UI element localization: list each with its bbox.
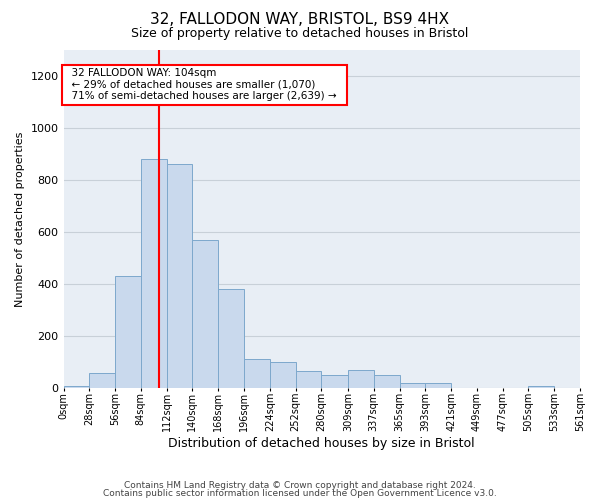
Text: Size of property relative to detached houses in Bristol: Size of property relative to detached ho… (131, 28, 469, 40)
Bar (167, 164, 193, 388)
Bar (529, 386, 554, 388)
Bar (89, 374, 115, 388)
Text: 32, FALLODON WAY, BRISTOL, BS9 4HX: 32, FALLODON WAY, BRISTOL, BS9 4HX (151, 12, 449, 28)
Bar (244, 359, 270, 388)
X-axis label: Distribution of detached houses by size in Bristol: Distribution of detached houses by size … (169, 437, 475, 450)
Bar (193, 240, 218, 388)
Text: Contains public sector information licensed under the Open Government Licence v3: Contains public sector information licen… (103, 488, 497, 498)
Bar (218, 289, 244, 388)
Bar (296, 371, 322, 388)
Text: 32 FALLODON WAY: 104sqm
  ← 29% of detached houses are smaller (1,070)
  71% of : 32 FALLODON WAY: 104sqm ← 29% of detache… (65, 68, 344, 102)
Bar (270, 362, 296, 388)
Y-axis label: Number of detached properties: Number of detached properties (15, 131, 25, 306)
Bar (141, 159, 167, 388)
Bar (425, 382, 451, 388)
Bar (322, 375, 348, 388)
Bar (115, 276, 141, 388)
Bar (64, 386, 89, 388)
Bar (348, 370, 374, 388)
Bar (400, 382, 425, 388)
Bar (374, 375, 400, 388)
Text: Contains HM Land Registry data © Crown copyright and database right 2024.: Contains HM Land Registry data © Crown c… (124, 481, 476, 490)
